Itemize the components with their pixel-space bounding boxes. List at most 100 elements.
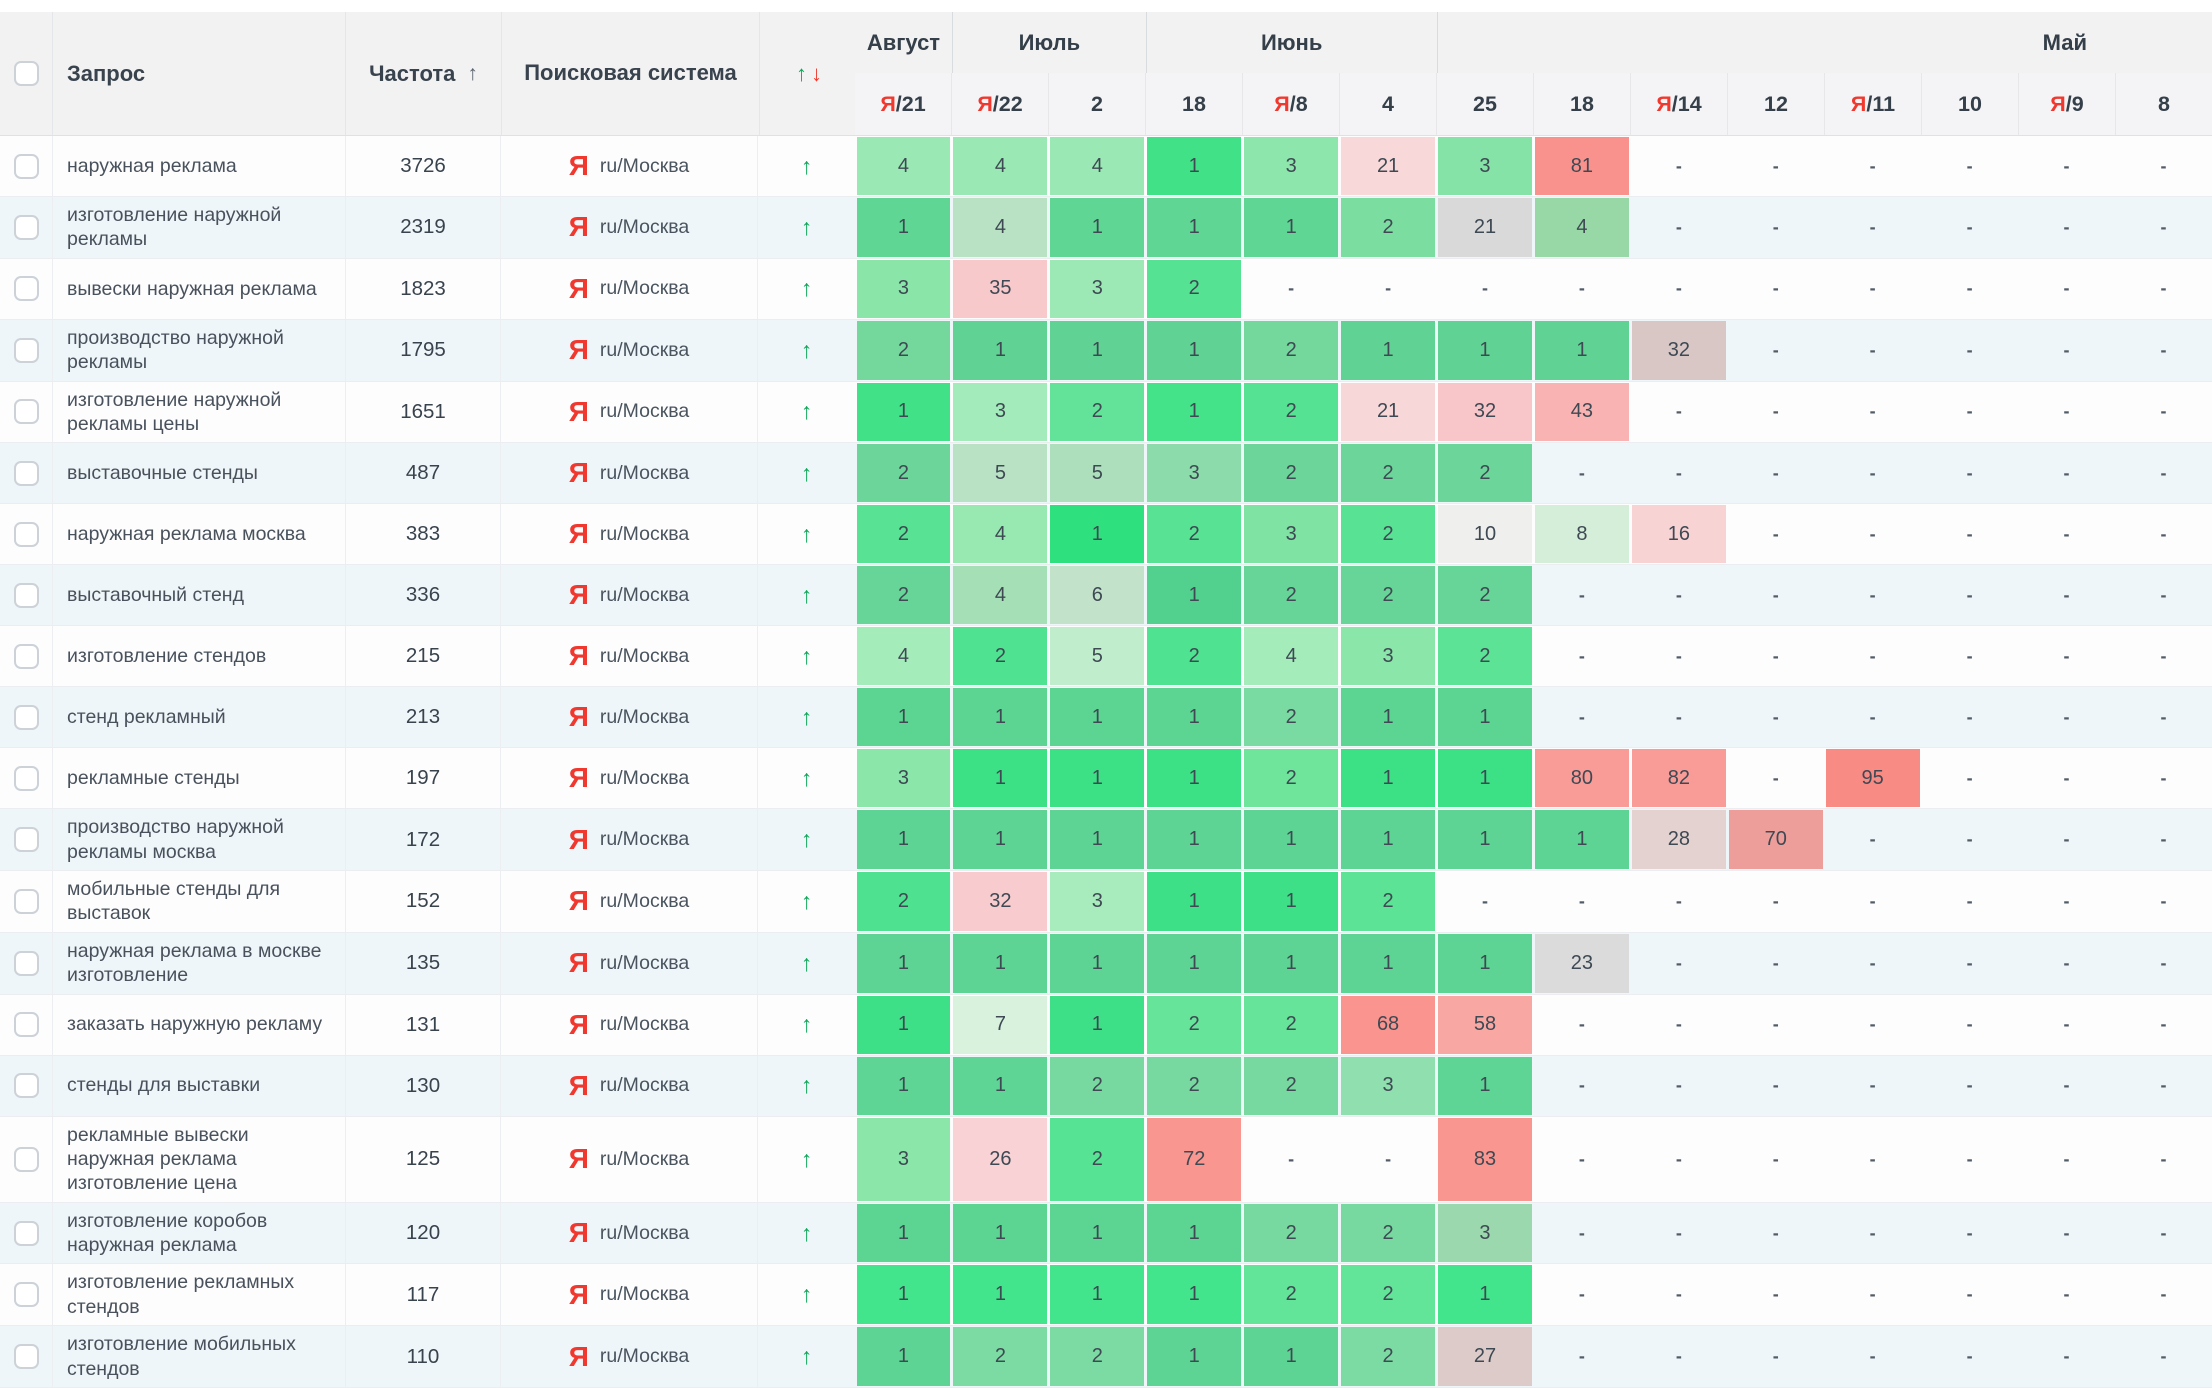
position-cell[interactable]: 1 [1147,566,1242,625]
position-cell[interactable]: 4 [1244,627,1339,686]
position-cell[interactable]: 27 [1438,1327,1532,1386]
row-checkbox[interactable] [13,765,39,791]
position-cell[interactable]: 2 [1341,566,1436,625]
position-cell[interactable]: 2 [953,627,1048,686]
position-cell[interactable]: 1 [1147,382,1242,442]
position-cell[interactable]: 1 [953,933,1048,993]
position-cell[interactable]: 2 [1050,1056,1145,1115]
position-cell[interactable]: 1 [1147,688,1242,747]
position-cell[interactable]: 1 [1147,872,1242,931]
position-cell[interactable]: 2 [1244,995,1339,1054]
position-cell[interactable]: 1 [1050,933,1145,993]
position-cell[interactable]: 1 [856,1056,951,1115]
position-cell[interactable]: 2 [856,444,951,503]
position-cell[interactable]: 2 [953,1327,1048,1386]
position-cell[interactable]: 1 [856,810,951,869]
position-cell[interactable]: 5 [1050,627,1145,686]
position-cell[interactable]: 21 [1438,198,1532,257]
position-cell[interactable]: 10 [1438,505,1532,564]
row-checkbox[interactable] [13,521,39,547]
position-cell[interactable]: 3 [953,382,1048,442]
position-cell[interactable]: 1 [1341,933,1436,993]
position-cell[interactable]: 2 [1244,688,1339,747]
position-cell[interactable]: 1 [1147,1203,1242,1263]
date-column-header[interactable]: 10 [1921,73,2018,135]
position-cell[interactable]: 1 [856,198,951,257]
column-header-search-engine[interactable]: Поисковая система [501,12,759,135]
position-cell[interactable]: 1 [856,933,951,993]
position-cell[interactable]: 3 [1050,872,1145,931]
position-cell[interactable]: 1 [1050,1203,1145,1263]
row-checkbox[interactable] [13,276,39,302]
position-cell[interactable]: 2 [1244,382,1339,442]
position-cell[interactable]: 4 [1050,137,1145,195]
position-cell[interactable]: 1 [856,1203,951,1263]
position-cell[interactable]: 5 [953,444,1048,503]
position-cell[interactable]: 2 [1147,627,1242,686]
position-cell[interactable]: 1 [953,749,1048,808]
date-column-header[interactable]: 2 [1048,73,1145,135]
position-cell[interactable]: 70 [1728,810,1823,869]
position-cell[interactable]: 1 [1050,810,1145,869]
row-checkbox[interactable] [13,1146,39,1172]
position-cell[interactable]: 1 [1147,137,1242,195]
position-cell[interactable]: 1 [1050,1265,1145,1325]
position-cell[interactable]: 2 [1244,1265,1339,1325]
position-cell[interactable]: 3 [1050,259,1145,318]
column-header-trend[interactable]: ↑ ↓ [759,12,858,135]
position-cell[interactable]: 1 [1147,1265,1242,1325]
position-cell[interactable]: 16 [1631,505,1726,564]
position-cell[interactable]: 2 [856,320,951,380]
column-header-query[interactable]: Запрос [52,12,345,135]
position-cell[interactable]: 1 [1438,688,1532,747]
position-cell[interactable]: 1 [953,1265,1048,1325]
position-cell[interactable]: 1 [1050,749,1145,808]
position-cell[interactable]: 1 [1244,198,1339,257]
position-cell[interactable]: 3 [1438,1203,1532,1263]
row-checkbox[interactable] [13,399,39,425]
position-cell[interactable]: 1 [856,1265,951,1325]
row-checkbox[interactable] [13,704,39,730]
position-cell[interactable]: 3 [856,259,951,318]
position-cell[interactable]: 1 [1147,749,1242,808]
position-cell[interactable]: 4 [856,627,951,686]
position-cell[interactable]: 80 [1534,749,1629,808]
position-cell[interactable]: 1 [1050,198,1145,257]
position-cell[interactable]: 72 [1147,1117,1242,1201]
position-cell[interactable]: 2 [1147,1056,1242,1115]
position-cell[interactable]: 2 [1341,444,1436,503]
position-cell[interactable]: 1 [953,1203,1048,1263]
position-cell[interactable]: 1 [1050,995,1145,1054]
position-cell[interactable]: 1 [1438,749,1532,808]
position-cell[interactable]: 3 [1341,1056,1436,1115]
position-cell[interactable]: 3 [1147,444,1242,503]
date-column-header[interactable]: Я/21 [880,91,926,116]
row-checkbox[interactable] [13,337,39,363]
position-cell[interactable]: 3 [856,749,951,808]
position-cell[interactable]: 1 [1244,872,1339,931]
position-cell[interactable]: 1 [1438,320,1532,380]
position-cell[interactable]: 2 [1244,1203,1339,1263]
position-cell[interactable]: 3 [1244,505,1339,564]
position-cell[interactable]: 2 [856,872,951,931]
position-cell[interactable]: 1 [1534,320,1629,380]
position-cell[interactable]: 1 [1341,749,1436,808]
position-cell[interactable]: 3 [1341,627,1436,686]
row-checkbox[interactable] [13,582,39,608]
position-cell[interactable]: 4 [953,505,1048,564]
date-column-header[interactable]: Я/22 [951,73,1048,135]
date-column-header[interactable]: Я/11 [1824,73,1921,135]
position-cell[interactable]: 2 [1147,259,1242,318]
row-checkbox[interactable] [13,827,39,853]
position-cell[interactable]: 1 [856,688,951,747]
position-cell[interactable]: 2 [1341,1265,1436,1325]
date-column-header[interactable]: Я/9 [2018,73,2115,135]
position-cell[interactable]: 2 [1244,749,1339,808]
position-cell[interactable]: 2 [1438,566,1532,625]
position-cell[interactable]: 2 [1341,1203,1436,1263]
row-checkbox[interactable] [13,1220,39,1246]
position-cell[interactable]: 95 [1825,749,1920,808]
position-cell[interactable]: 58 [1438,995,1532,1054]
position-cell[interactable]: 4 [1534,198,1629,257]
position-cell[interactable]: 1 [1244,933,1339,993]
